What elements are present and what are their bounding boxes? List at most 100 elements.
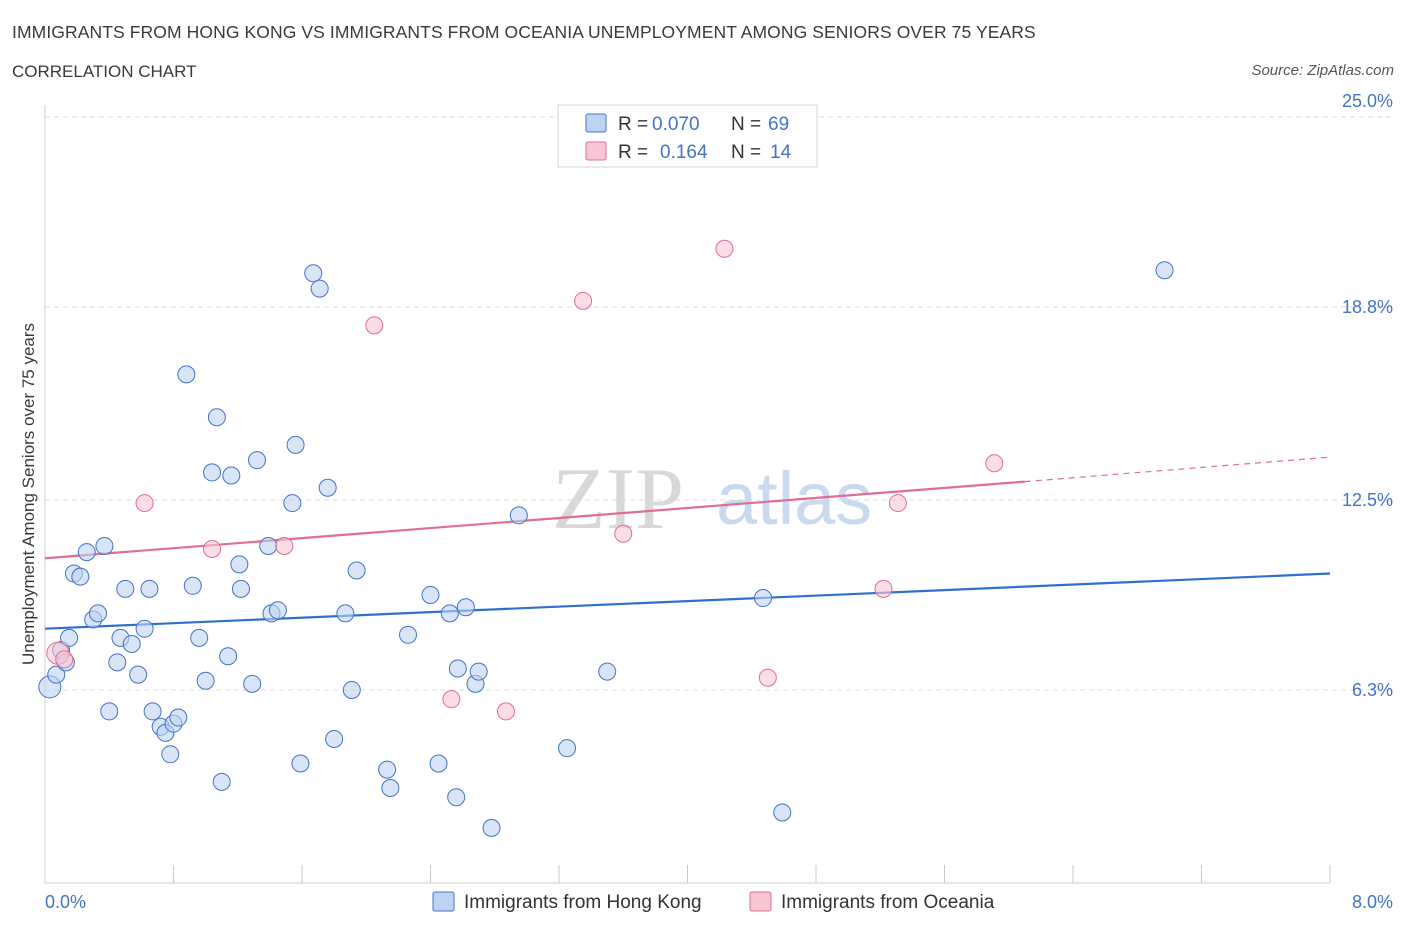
y-axis-tick-labels: 6.3% 12.5% 18.8% 25.0% bbox=[1342, 91, 1393, 700]
data-point-hong-kong bbox=[108, 653, 127, 672]
data-point-hong-kong bbox=[207, 408, 226, 427]
data-point-hong-kong bbox=[248, 451, 267, 470]
data-point-oceania bbox=[275, 536, 294, 555]
data-point-hong-kong bbox=[598, 662, 617, 681]
svg-text:N =: N = bbox=[731, 142, 761, 163]
y-tick-label: 18.8% bbox=[1342, 297, 1393, 317]
data-point-hong-kong bbox=[196, 671, 215, 690]
data-point-hong-kong bbox=[469, 662, 488, 681]
correlation-legend: R = 0.070 N = 69 R = 0.164 N = 14 bbox=[557, 104, 818, 168]
data-point-hong-kong bbox=[135, 619, 154, 638]
trend-line-oceania bbox=[44, 480, 1025, 560]
data-point-oceania bbox=[442, 690, 461, 709]
data-point-oceania bbox=[715, 239, 734, 258]
data-point-hong-kong bbox=[116, 579, 135, 598]
data-point-oceania bbox=[203, 540, 222, 559]
gridlines bbox=[45, 116, 1393, 691]
data-point-hong-kong bbox=[129, 665, 148, 684]
data-point-hong-kong bbox=[291, 754, 310, 773]
trend-line-hong-kong bbox=[44, 572, 1331, 630]
data-point-hong-kong bbox=[509, 506, 528, 525]
trend-line-oceania-extension bbox=[1024, 456, 1331, 483]
svg-text:R =: R = bbox=[618, 114, 648, 135]
data-point-hong-kong bbox=[378, 760, 397, 779]
legend-swatch-oceania bbox=[585, 141, 607, 161]
data-point-hong-kong bbox=[219, 647, 238, 666]
data-point-hong-kong bbox=[325, 729, 344, 748]
data-point-hong-kong bbox=[440, 604, 459, 623]
legend-n-oceania: 14 bbox=[770, 142, 792, 163]
data-point-hong-kong bbox=[190, 628, 209, 647]
data-point-oceania bbox=[496, 702, 515, 721]
bottom-legend-swatch-hong-kong bbox=[432, 891, 455, 912]
data-point-hong-kong bbox=[231, 579, 250, 598]
data-point-hong-kong bbox=[183, 576, 202, 595]
data-point-hong-kong bbox=[100, 702, 119, 721]
data-point-hong-kong bbox=[89, 604, 108, 623]
legend-r-oceania: 0.164 bbox=[660, 142, 708, 163]
source-label: Source: ZipAtlas.com bbox=[1251, 62, 1394, 79]
bottom-legend-swatch-oceania bbox=[749, 891, 772, 912]
data-point-oceania bbox=[365, 316, 384, 335]
data-point-hong-kong bbox=[60, 628, 79, 647]
y-axis-title: Unemployment Among Seniors over 75 years bbox=[19, 323, 38, 665]
data-point-hong-kong bbox=[336, 604, 355, 623]
series-legend: Immigrants from Hong Kong Immigrants fro… bbox=[432, 891, 995, 913]
legend-n-hong-kong: 69 bbox=[768, 114, 789, 135]
data-point-hong-kong bbox=[161, 745, 180, 764]
data-point-hong-kong bbox=[310, 279, 329, 298]
x-tick-label-min: 0.0% bbox=[45, 892, 86, 912]
data-point-hong-kong bbox=[222, 466, 241, 485]
data-point-hong-kong bbox=[286, 435, 305, 454]
data-point-oceania bbox=[574, 291, 593, 310]
svg-text:R =: R = bbox=[618, 142, 648, 163]
x-axis-ticks bbox=[173, 865, 1331, 883]
data-point-hong-kong bbox=[447, 788, 466, 807]
data-point-oceania bbox=[135, 494, 154, 513]
svg-text:N =: N = bbox=[731, 114, 761, 135]
chart-title: IMMIGRANTS FROM HONG KONG VS IMMIGRANTS … bbox=[12, 22, 1036, 42]
legend-swatch-hong-kong bbox=[585, 113, 607, 133]
data-point-hong-kong bbox=[243, 674, 262, 693]
data-point-oceania bbox=[874, 579, 893, 598]
bottom-legend-label-oceania: Immigrants from Oceania bbox=[781, 892, 995, 913]
legend-r-hong-kong: 0.070 bbox=[652, 114, 700, 135]
data-point-hong-kong bbox=[304, 264, 323, 283]
data-point-hong-kong bbox=[342, 680, 361, 699]
data-point-hong-kong bbox=[95, 536, 114, 555]
data-point-hong-kong bbox=[482, 818, 501, 837]
data-point-oceania bbox=[614, 524, 633, 543]
data-point-oceania bbox=[55, 650, 74, 669]
data-point-hong-kong bbox=[230, 555, 249, 574]
data-point-hong-kong bbox=[169, 708, 188, 727]
data-point-hong-kong bbox=[753, 589, 772, 608]
data-point-oceania bbox=[985, 454, 1004, 473]
series-oceania-points bbox=[46, 239, 1004, 721]
series-hong-kong-points bbox=[38, 261, 1174, 837]
data-point-hong-kong bbox=[381, 779, 400, 798]
data-point-hong-kong bbox=[77, 543, 96, 562]
chart-subtitle: CORRELATION CHART bbox=[12, 62, 197, 81]
data-point-hong-kong bbox=[1155, 261, 1174, 280]
watermark-atlas: atlas bbox=[716, 457, 872, 540]
data-point-hong-kong bbox=[421, 585, 440, 604]
data-point-hong-kong bbox=[347, 561, 366, 580]
data-point-hong-kong bbox=[143, 702, 162, 721]
y-tick-label: 12.5% bbox=[1342, 490, 1393, 510]
data-point-oceania bbox=[758, 668, 777, 687]
data-point-oceania bbox=[888, 494, 907, 513]
data-point-hong-kong bbox=[177, 365, 196, 384]
y-tick-label: 25.0% bbox=[1342, 91, 1393, 111]
data-point-hong-kong bbox=[268, 601, 287, 620]
data-point-hong-kong bbox=[429, 754, 448, 773]
trend-lines bbox=[44, 456, 1331, 630]
data-point-hong-kong bbox=[448, 659, 467, 678]
data-point-hong-kong bbox=[318, 478, 337, 497]
data-point-hong-kong bbox=[203, 463, 222, 482]
data-point-hong-kong bbox=[456, 598, 475, 617]
data-point-hong-kong bbox=[47, 665, 66, 684]
data-point-hong-kong bbox=[122, 635, 141, 654]
x-tick-label-max: 8.0% bbox=[1352, 892, 1393, 912]
data-point-hong-kong bbox=[259, 536, 278, 555]
